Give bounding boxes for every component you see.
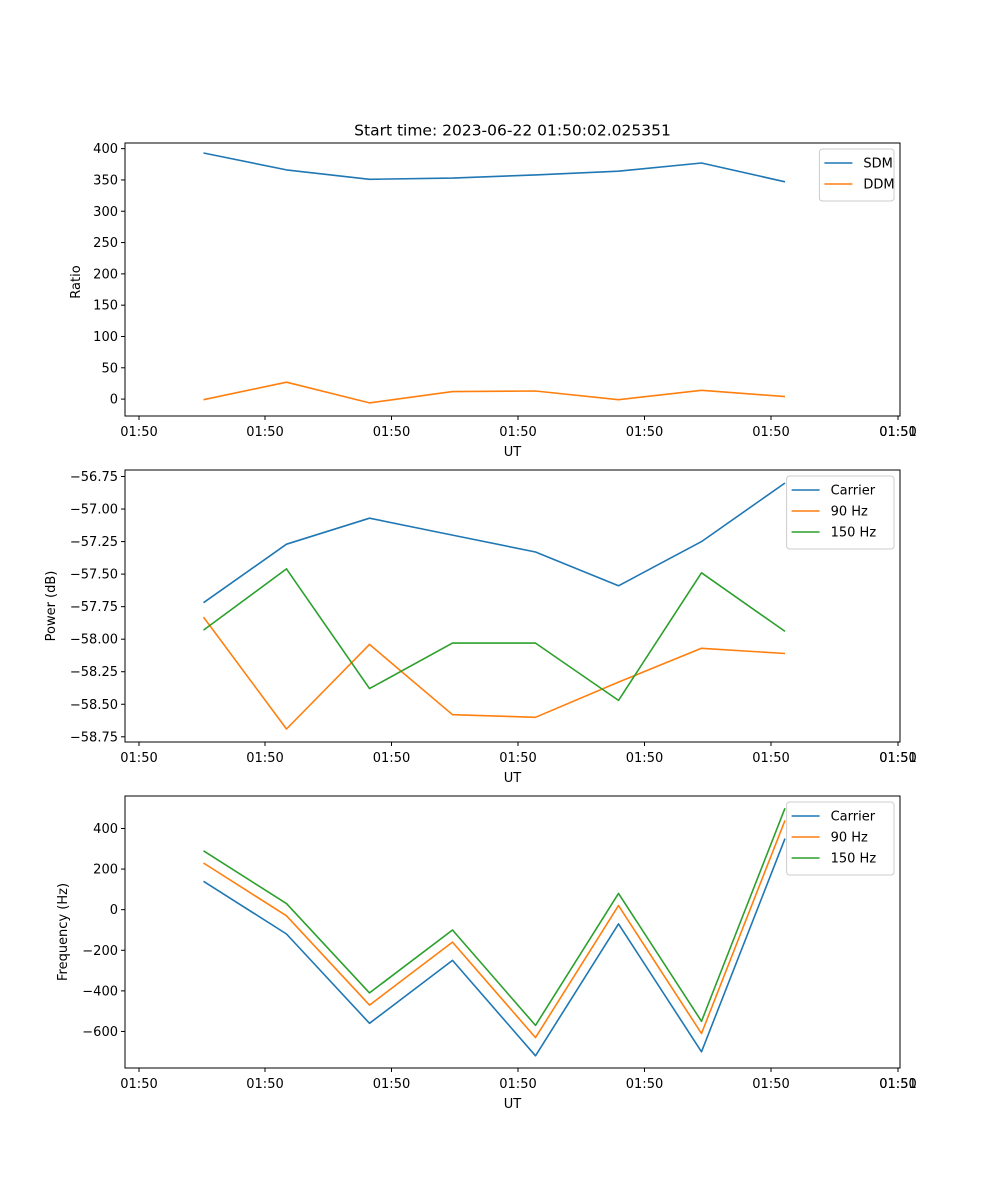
chart-title: Start time: 2023-06-22 01:50:02.025351 bbox=[354, 122, 671, 140]
x-tick-label: 01:50 bbox=[246, 1077, 283, 1092]
x-tick-label: 01:50 bbox=[752, 425, 789, 440]
x-tick-label: 01:50 bbox=[120, 1077, 157, 1092]
x-axis-label: UT bbox=[504, 1097, 522, 1112]
legend-box bbox=[786, 475, 895, 550]
x-tick-label: 01:51 bbox=[879, 425, 916, 440]
y-tick-label: 400 bbox=[93, 142, 118, 157]
y-tick-label: 200 bbox=[93, 863, 118, 878]
x-tick-label: 01:50 bbox=[752, 751, 789, 766]
x-tick-label: 01:50 bbox=[879, 425, 916, 440]
axes-frame bbox=[124, 142, 901, 417]
series-line-carrier bbox=[203, 482, 786, 604]
x-tick-label: 01:50 bbox=[246, 751, 283, 766]
x-tick-label: 01:50 bbox=[373, 751, 410, 766]
y-tick-label: 250 bbox=[93, 236, 118, 251]
series-line-150-hz bbox=[203, 807, 786, 1027]
legend-box bbox=[786, 801, 895, 876]
x-tick-label: 01:50 bbox=[626, 751, 663, 766]
series-line-sdm bbox=[203, 152, 786, 183]
series-line-ddm bbox=[203, 381, 786, 404]
legend-label: DDM bbox=[863, 178, 894, 193]
power-panel: Power (dB) UT 01:50 01:50 01:50 01:50 01:50 0… bbox=[44, 469, 917, 786]
y-tick-label: −57.25 bbox=[70, 535, 118, 550]
y-tick-label: −58.25 bbox=[70, 665, 118, 680]
x-tick-label: 01:50 bbox=[879, 1077, 916, 1092]
y-tick-label: −58.00 bbox=[70, 633, 118, 648]
axes-frame bbox=[124, 469, 901, 743]
y-tick-label: 350 bbox=[93, 173, 118, 188]
series-line-150-hz bbox=[203, 568, 786, 702]
y-tick-label: −600 bbox=[82, 1025, 118, 1040]
series-line-carrier bbox=[203, 838, 786, 1057]
legend-label: 90 Hz bbox=[831, 831, 868, 846]
x-tick-label: 01:50 bbox=[373, 425, 410, 440]
legend-box bbox=[818, 148, 895, 202]
y-axis-label: Frequency (Hz) bbox=[56, 883, 71, 981]
legend-label: Carrier bbox=[831, 484, 876, 499]
y-tick-label: −57.75 bbox=[70, 600, 118, 615]
x-axis-label: UT bbox=[504, 445, 522, 460]
y-tick-label: −57.00 bbox=[70, 503, 118, 518]
x-tick-label: 01:50 bbox=[879, 751, 916, 766]
x-tick-label: 01:50 bbox=[499, 751, 536, 766]
y-tick-label: 150 bbox=[93, 299, 118, 314]
y-axis-label: Ratio bbox=[69, 265, 84, 298]
ratio-panel: Start time: 2023-06-22 01:50:02.025351 R… bbox=[69, 122, 917, 461]
y-tick-label: 0 bbox=[110, 903, 118, 918]
x-tick-label: 01:50 bbox=[499, 1077, 536, 1092]
y-tick-label: 100 bbox=[93, 330, 118, 345]
x-tick-label: 01:50 bbox=[752, 1077, 789, 1092]
y-axis-label: Power (dB) bbox=[44, 571, 59, 642]
y-tick-label: 300 bbox=[93, 205, 118, 220]
x-tick-label: 01:50 bbox=[246, 425, 283, 440]
series-line-90-hz bbox=[202, 616, 786, 730]
x-tick-label: 01:50 bbox=[120, 751, 157, 766]
y-tick-label: 0 bbox=[110, 393, 118, 408]
x-tick-label: 01:50 bbox=[373, 1077, 410, 1092]
legend: Carrier 90 Hz 150 Hz bbox=[786, 475, 895, 550]
frequency-panel: Frequency (Hz) UT 01:50 01:50 01:50 01:50 01… bbox=[56, 795, 917, 1112]
series-line-90-hz bbox=[203, 820, 786, 1039]
legend-label: SDM bbox=[863, 157, 892, 172]
y-tick-label: 50 bbox=[101, 361, 118, 376]
x-tick-label: 01:50 bbox=[626, 425, 663, 440]
legend-label: Carrier bbox=[831, 810, 876, 825]
x-tick-label: 01:51 bbox=[879, 1077, 916, 1092]
x-tick-label: 01:50 bbox=[499, 425, 536, 440]
y-tick-label: −57.50 bbox=[70, 568, 118, 583]
axes-frame bbox=[124, 795, 901, 1069]
y-tick-label: −56.75 bbox=[70, 470, 118, 485]
legend: Carrier 90 Hz 150 Hz bbox=[786, 801, 895, 876]
y-tick-label: −58.50 bbox=[70, 698, 118, 713]
legend-label: 150 Hz bbox=[831, 852, 877, 867]
y-tick-label: −400 bbox=[82, 984, 118, 999]
y-tick-label: −58.75 bbox=[70, 730, 118, 745]
x-tick-label: 01:50 bbox=[120, 425, 157, 440]
y-tick-label: 200 bbox=[93, 267, 118, 282]
x-tick-label: 01:50 bbox=[626, 1077, 663, 1092]
x-tick-label: 01:51 bbox=[879, 751, 916, 766]
y-tick-label: 400 bbox=[93, 822, 118, 837]
legend: SDM DDM bbox=[818, 148, 895, 202]
y-tick-label: −200 bbox=[82, 944, 118, 959]
legend-label: 90 Hz bbox=[831, 505, 868, 520]
legend-label: 150 Hz bbox=[831, 526, 877, 541]
x-axis-label: UT bbox=[504, 771, 522, 786]
